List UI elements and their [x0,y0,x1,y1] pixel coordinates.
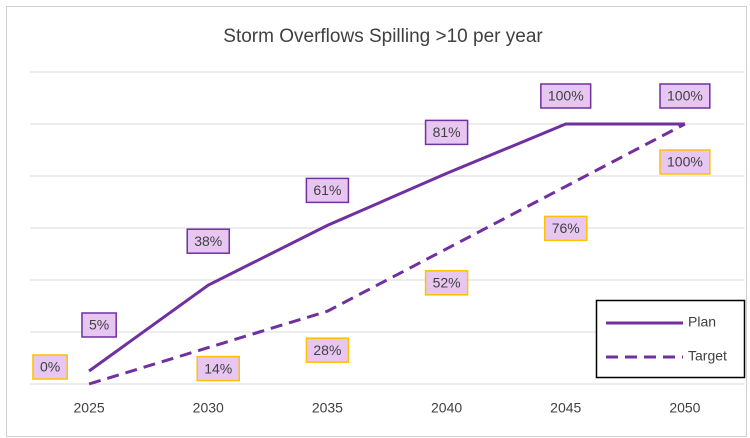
x-tick-label: 2030 [193,400,224,416]
chart-title: Storm Overflows Spilling >10 per year [223,26,543,47]
data-label-box [305,337,350,363]
data-label: 5% [81,312,117,338]
legend-box [595,299,746,379]
data-label-text: 52% [433,275,461,291]
data-label: 14% [196,355,241,382]
data-label-text: 0% [40,359,60,375]
data-label: 28% [305,337,350,363]
legend-label: Plan [688,314,716,330]
data-label-text: 14% [204,360,232,376]
data-label-box [659,149,711,175]
data-label-box [424,119,469,146]
data-label: 52% [424,270,469,296]
line-series [88,122,686,386]
x-tick-label: 2040 [431,400,462,416]
data-label-box [81,312,117,338]
data-label-text: 38% [194,233,222,249]
data-label-text: 28% [313,342,341,358]
data-label: 0% [32,354,68,380]
data-label: 61% [305,177,350,204]
data-label-text: 61% [313,182,341,198]
data-label: 100% [659,83,711,109]
line-series [88,122,685,373]
x-tick-label: 2025 [74,400,105,416]
x-tick-label: 2035 [312,400,343,416]
data-label-text: 100% [667,88,703,104]
data-label-box [305,177,350,204]
data-label-text: 5% [89,317,109,333]
data-label: 100% [659,149,711,175]
data-label-box [424,270,469,296]
data-label-text: 81% [433,124,461,140]
data-label-box [540,83,592,109]
data-label-box [196,355,241,382]
data-label: 81% [424,119,469,146]
legend-label: Target [688,348,727,364]
data-label-text: 100% [667,154,703,170]
data-label-box [32,354,68,380]
data-label-text: 76% [552,220,580,236]
data-label-text: 100% [548,88,584,104]
data-label-box [186,228,231,254]
data-label: 76% [543,215,588,242]
data-label-box [659,83,711,109]
data-label: 38% [186,228,231,254]
x-tick-label: 2050 [669,400,700,416]
x-tick-label: 2045 [550,400,581,416]
data-label-box [543,215,588,242]
data-label: 100% [540,83,592,109]
